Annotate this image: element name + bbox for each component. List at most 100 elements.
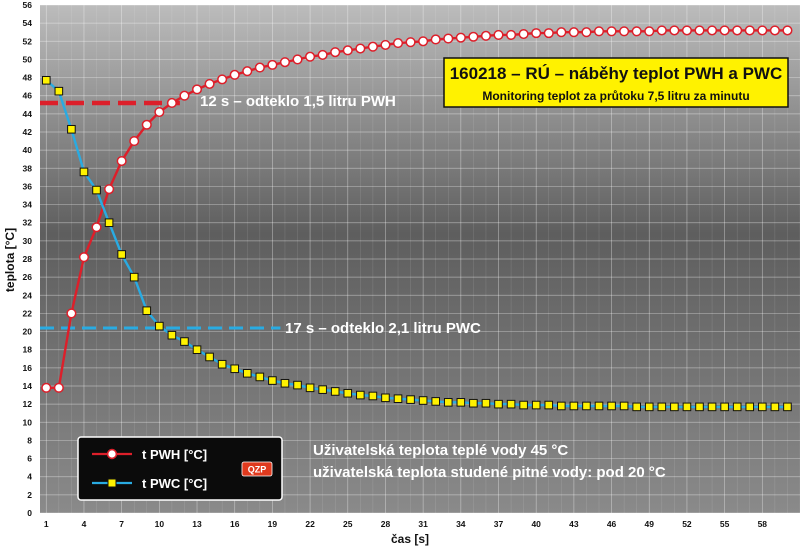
data-point-pwc: [619, 401, 629, 411]
data-point-pwh: [430, 34, 441, 45]
y-tick-label: 30: [23, 236, 33, 246]
x-tick-label: 16: [230, 519, 240, 529]
legend-bg: [77, 436, 283, 501]
y-tick-label: 38: [23, 163, 33, 173]
data-point-pwh: [644, 26, 655, 37]
data-point-pwc: [607, 401, 616, 411]
data-point-pwh: [292, 54, 303, 65]
y-tick-label: 16: [23, 363, 33, 373]
x-tick-label: 49: [645, 519, 655, 529]
x-axis-label: čas [s]: [391, 532, 429, 546]
data-point-pwc: [318, 385, 327, 394]
data-point-pwh: [757, 25, 768, 36]
data-point-pwh: [455, 32, 466, 43]
data-point-pwh: [707, 25, 718, 36]
y-tick-label: 44: [23, 109, 33, 119]
data-point-pwh: [229, 69, 240, 80]
data-point-pwh: [367, 41, 378, 52]
data-point-pwc: [117, 250, 126, 259]
data-point-pwh: [556, 27, 567, 38]
ref-label-pwh: 12 s – odteklo 1,5 litru PWH: [200, 93, 396, 110]
data-point-pwh: [342, 45, 353, 56]
legend-pwc-marker: [107, 478, 117, 488]
data-point-pwh: [518, 28, 529, 40]
data-point-pwc: [506, 399, 516, 409]
y-tick-label: 0: [27, 508, 32, 518]
x-axis-ticks: 1 4 7 10 13 16 19 22 25 28 31 34 37 40 43 46 49 52 55 58: [44, 519, 767, 529]
y-tick-label: 34: [23, 200, 33, 210]
data-point-pwc: [381, 393, 390, 403]
x-tick-label: 43: [569, 519, 579, 529]
data-point-pwc: [582, 401, 591, 411]
data-point-pwc: [720, 402, 729, 412]
chart-title: 160218 – RÚ – náběhy teplot PWH a PWC: [450, 64, 783, 83]
data-point-pwh: [179, 90, 190, 101]
data-point-pwh: [568, 27, 579, 38]
data-point-pwc: [531, 400, 541, 410]
data-point-pwc: [129, 272, 139, 282]
data-point-pwc: [758, 402, 767, 412]
data-point-pwh: [279, 57, 291, 68]
data-point-pwh: [506, 29, 517, 40]
data-point-pwh: [254, 62, 265, 73]
data-point-pwc: [242, 369, 252, 378]
data-point-pwc: [280, 378, 290, 388]
data-point-pwc: [155, 321, 164, 331]
y-tick-label: 12: [23, 399, 33, 409]
data-point-pwh: [267, 59, 278, 70]
y-tick-label: 42: [23, 127, 33, 137]
data-point-pwc: [230, 364, 240, 374]
data-point-pwc: [481, 398, 491, 408]
data-point-pwc: [167, 330, 177, 340]
data-point-pwc: [268, 376, 277, 385]
y-tick-label: 6: [27, 454, 32, 464]
data-point-pwh: [204, 78, 215, 89]
data-point-pwh: [405, 37, 416, 48]
data-point-pwc: [431, 397, 441, 406]
y-tick-label: 28: [23, 254, 33, 264]
data-point-pwh: [543, 28, 554, 39]
x-tick-label: 1: [44, 519, 49, 529]
data-point-pwh: [493, 29, 504, 40]
data-point-pwc: [293, 380, 302, 390]
note-line-2: uživatelská teplota studené pitné vody: …: [313, 464, 666, 481]
y-tick-label: 40: [23, 145, 33, 155]
data-point-pwh: [719, 25, 730, 36]
y-axis-ticks: 0246810121416182022242628303234363840424…: [23, 0, 33, 518]
data-point-pwh: [355, 43, 366, 54]
y-axis-label: teplota [°C]: [3, 228, 17, 292]
x-tick-label: 34: [456, 519, 466, 529]
data-point-pwc: [104, 218, 114, 228]
logo-text: QZP: [248, 465, 267, 475]
x-tick-label: 13: [192, 519, 202, 529]
data-point-pwh: [78, 252, 90, 263]
data-point-pwc: [54, 86, 64, 96]
data-point-pwc: [494, 399, 503, 409]
data-point-pwc: [745, 402, 755, 412]
data-point-pwh: [242, 66, 253, 77]
y-tick-label: 8: [27, 435, 32, 445]
data-point-pwh: [418, 36, 429, 47]
data-point-pwc: [456, 398, 466, 407]
x-tick-label: 46: [607, 519, 617, 529]
x-tick-label: 58: [758, 519, 768, 529]
data-point-pwh: [191, 84, 203, 95]
x-tick-label: 52: [682, 519, 692, 529]
y-tick-label: 4: [27, 472, 32, 482]
data-point-pwh: [732, 25, 743, 36]
legend-pwh-label: t PWH [°C]: [142, 447, 207, 462]
x-tick-label: 37: [494, 519, 504, 529]
data-point-pwc: [393, 394, 403, 403]
data-point-pwh: [593, 26, 605, 37]
data-point-pwh: [217, 74, 228, 85]
data-point-pwh: [694, 25, 705, 36]
title-box: 160218 – RÚ – náběhy teplot PWH a PWC Mo…: [443, 57, 789, 108]
data-point-pwc: [41, 75, 51, 85]
data-point-pwh: [631, 26, 642, 37]
data-point-pwc: [682, 402, 692, 412]
data-point-pwc: [205, 352, 214, 362]
data-point-pwh: [468, 31, 479, 42]
legend: t PWH [°C] t PWC [°C] QZP: [77, 436, 283, 501]
data-point-pwh: [91, 222, 102, 233]
